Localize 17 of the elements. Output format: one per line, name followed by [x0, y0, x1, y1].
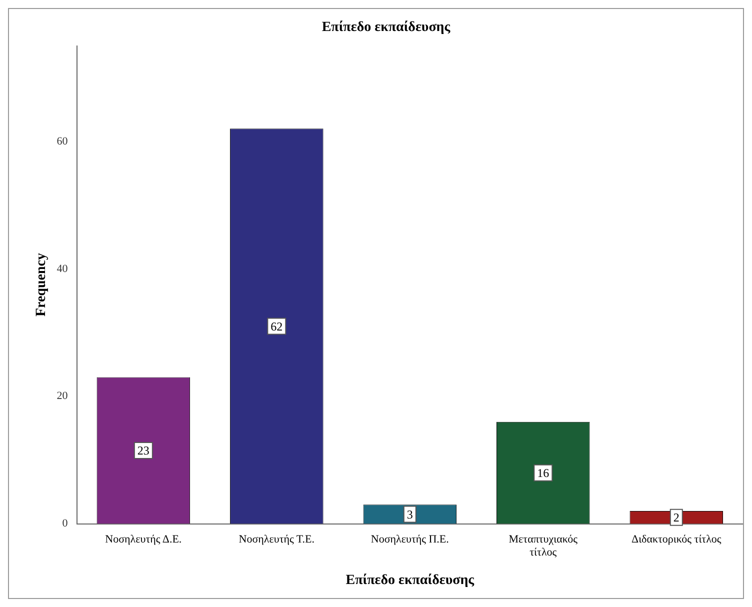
y-tick-label: 40: [56, 262, 68, 275]
x-axis-title: Επίπεδο εκπαίδευσης: [346, 573, 476, 588]
data-label: 3: [406, 507, 413, 522]
x-tick-label: Νοσηλευτής Τ.Ε.: [238, 533, 315, 546]
x-tick-label: Νοσηλευτής Δ.Ε.: [105, 533, 182, 546]
data-label: 2: [673, 510, 680, 525]
chart-title: Επίπεδο εκπαίδευσης: [322, 20, 452, 36]
y-tick-label: 0: [62, 518, 68, 530]
data-label: 23: [137, 444, 150, 458]
x-tick-label: Νοσηλευτής Π.Ε.: [370, 533, 450, 546]
y-tick-label: 60: [56, 135, 68, 148]
data-label: 62: [270, 319, 283, 334]
data-label: 16: [537, 466, 550, 480]
y-axis-title: Frequency: [34, 253, 50, 317]
y-tick-label: 20: [56, 390, 68, 402]
x-tick-label: Μεταπτυχιακός τίτλος: [508, 533, 578, 558]
x-tick-label: Διδακτορικός τίτλος: [631, 533, 722, 546]
